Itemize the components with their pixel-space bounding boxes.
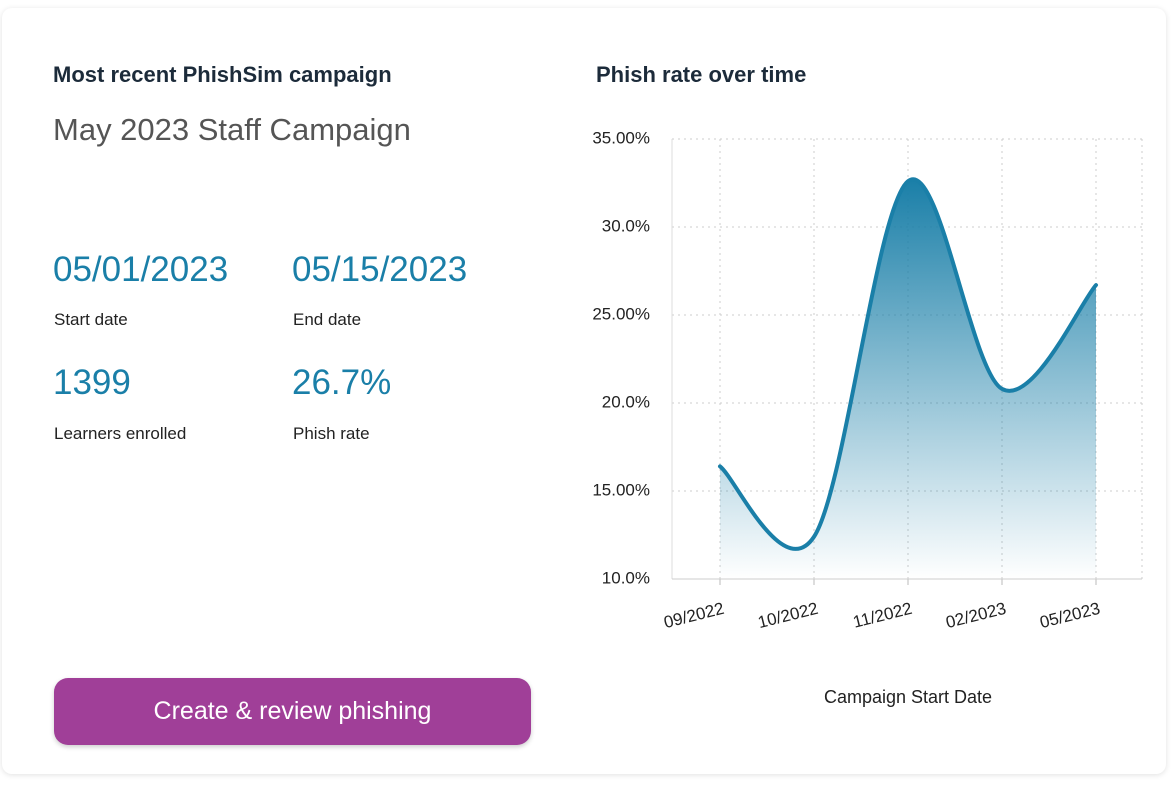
stat-value: 26.7% [292,363,392,402]
x-tick-label: 10/2022 [756,599,820,632]
y-tick-label: 15.00% [592,480,650,499]
area [720,179,1096,579]
stat-label: Start date [54,310,128,329]
y-tick-label: 30.0% [602,216,650,235]
y-tick-label: 10.0% [602,568,650,587]
panel-heading: Most recent PhishSim campaign [53,62,392,87]
stat-label: Learners enrolled [54,424,187,443]
stat-label: Phish rate [293,424,370,443]
x-tick-label: 02/2023 [944,599,1008,632]
create-button[interactable]: Create & review phishing [54,678,531,745]
x-axis-label: Campaign Start Date [824,687,992,707]
y-tick-label: 25.00% [592,304,650,323]
x-tick-label: 09/2022 [662,599,726,632]
line [718,177,1098,551]
x-tick-label: 05/2023 [1038,599,1102,632]
stat-label: End date [293,310,362,329]
y-tick-label: 35.00% [592,128,650,147]
chart-title: Phish rate over time [596,62,806,87]
campaign-name: May 2023 Staff Campaign [53,112,411,147]
stat-value: 05/15/2023 [292,250,468,289]
stat-value: 1399 [53,363,131,402]
x-tick-label: 11/2022 [851,599,914,632]
stat-value: 05/01/2023 [53,250,229,289]
y-tick-label: 20.0% [602,392,650,411]
